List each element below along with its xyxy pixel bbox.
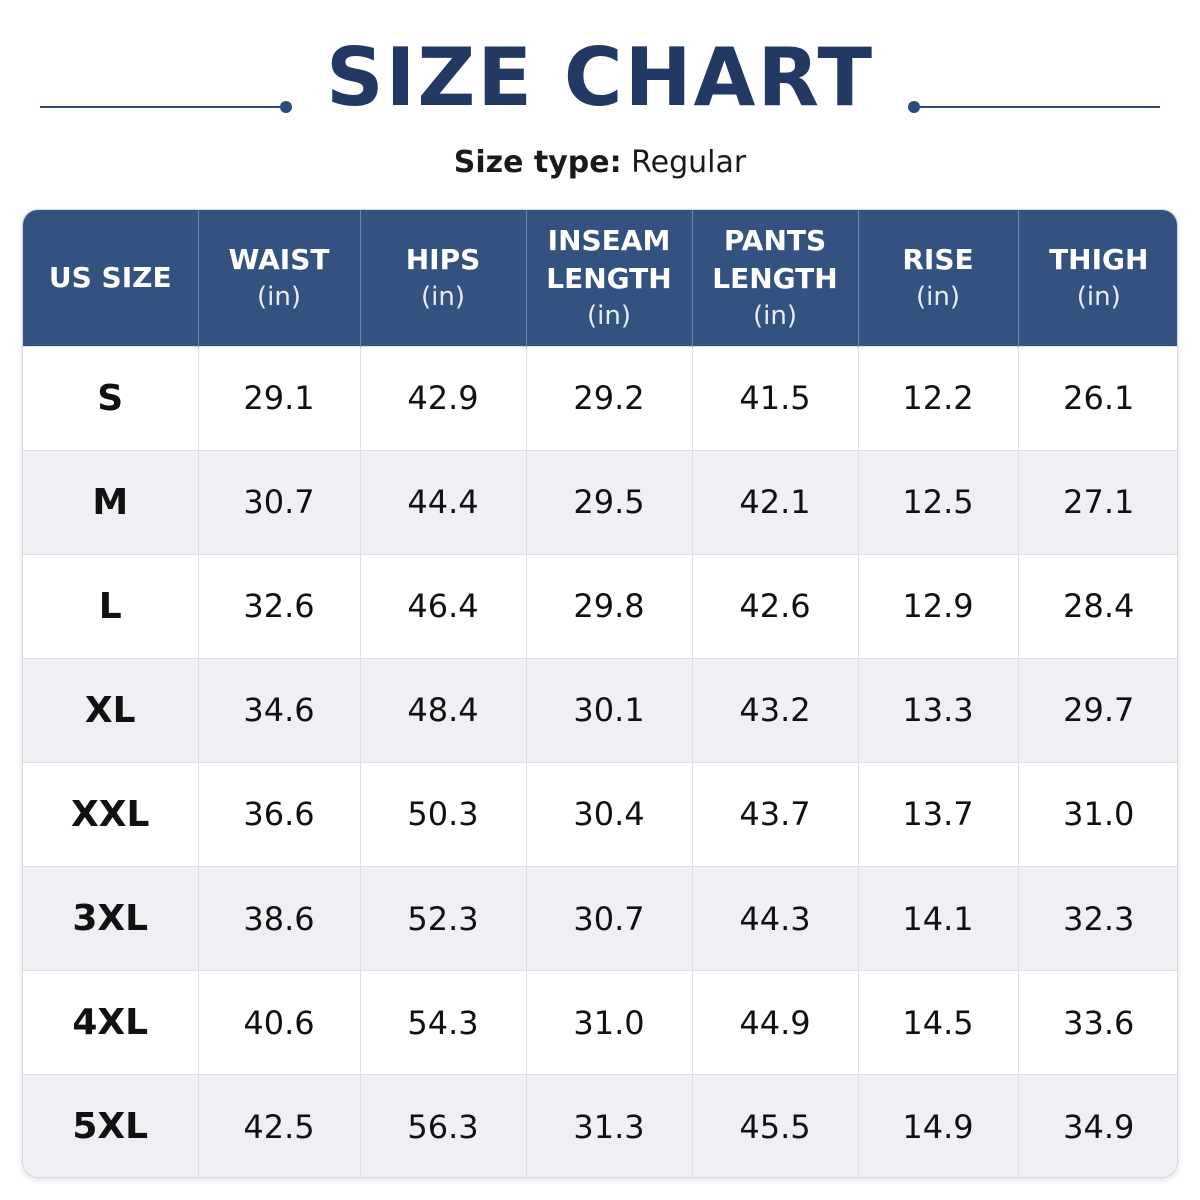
column-header-unit: (in)	[257, 281, 301, 312]
column-header: RISE (in)	[858, 210, 1019, 346]
measurement-cell: 32.6	[198, 553, 361, 659]
measurement-cell: 13.7	[858, 761, 1019, 867]
measurement-cell: 30.4	[526, 761, 693, 867]
size-table: US SIZE WAIST (in) HIPS (in) INSEAM LENGTH (in…	[23, 210, 1177, 1177]
measurement-cell: 56.3	[360, 1074, 527, 1177]
table-row: 3XL 38.6 52.3 30.7 44.3 14.1 32.3	[23, 865, 1177, 971]
table-row: L 32.6 46.4 29.8 42.6 12.9 28.4	[23, 553, 1177, 659]
size-label-cell: S	[23, 345, 199, 451]
measurement-cell: 12.2	[858, 345, 1019, 451]
measurement-cell: 14.1	[858, 865, 1019, 971]
column-header-label: US SIZE	[48, 260, 172, 294]
column-header-unit: (in)	[587, 300, 631, 331]
column-header-unit: (in)	[421, 281, 465, 312]
measurement-cell: 33.6	[1018, 970, 1177, 1075]
column-header: PANTS LENGTH (in)	[692, 210, 859, 346]
column-header-label: PANTS LENGTH	[712, 223, 838, 295]
measurement-cell: 29.5	[526, 449, 693, 555]
column-header-label: WAIST	[228, 242, 330, 276]
table-row: XXL 36.6 50.3 30.4 43.7 13.7 31.0	[23, 761, 1177, 867]
measurement-cell: 42.1	[692, 449, 859, 555]
measurement-cell: 42.6	[692, 553, 859, 659]
measurement-cell: 42.5	[198, 1074, 361, 1177]
size-label-cell: 3XL	[23, 865, 199, 971]
measurement-cell: 50.3	[360, 761, 527, 867]
table-header-row: US SIZE WAIST (in) HIPS (in) INSEAM LENGTH (in…	[23, 210, 1177, 346]
measurement-cell: 32.3	[1018, 865, 1177, 971]
column-header: INSEAM LENGTH (in)	[526, 210, 693, 346]
measurement-cell: 27.1	[1018, 449, 1177, 555]
measurement-cell: 29.7	[1018, 657, 1177, 763]
column-header: HIPS (in)	[360, 210, 527, 346]
column-header-label: RISE	[902, 242, 974, 276]
table-row: M 30.7 44.4 29.5 42.1 12.5 27.1	[23, 449, 1177, 555]
measurement-cell: 31.0	[526, 970, 693, 1075]
column-header-label: HIPS	[405, 242, 481, 276]
column-header: THIGH (in)	[1018, 210, 1177, 346]
table-body: S 29.1 42.9 29.2 41.5 12.2 26.1 M 30.7 44.4 29.5 42…	[23, 345, 1177, 1177]
measurement-cell: 31.0	[1018, 761, 1177, 867]
table-row: 4XL 40.6 54.3 31.0 44.9 14.5 33.6	[23, 970, 1177, 1075]
column-header-label: INSEAM LENGTH	[546, 223, 672, 295]
measurement-cell: 28.4	[1018, 553, 1177, 659]
size-type-label: Size type:	[453, 145, 622, 180]
measurement-cell: 44.3	[692, 865, 859, 971]
measurement-cell: 12.5	[858, 449, 1019, 555]
size-label-cell: 4XL	[23, 970, 199, 1075]
title-divider-left	[40, 106, 284, 108]
table-row: 5XL 42.5 56.3 31.3 45.5 14.9 34.9	[23, 1074, 1177, 1177]
measurement-cell: 30.7	[198, 449, 361, 555]
table-row: S 29.1 42.9 29.2 41.5 12.2 26.1	[23, 345, 1177, 451]
size-label-cell: XL	[23, 657, 199, 763]
measurement-cell: 31.3	[526, 1074, 693, 1177]
measurement-cell: 34.9	[1018, 1074, 1177, 1177]
measurement-cell: 14.5	[858, 970, 1019, 1075]
size-label-cell: 5XL	[23, 1074, 199, 1177]
column-header-unit: (in)	[753, 300, 797, 331]
title-row	[0, 30, 1200, 125]
column-header: WAIST (in)	[198, 210, 361, 346]
title-divider-right	[916, 106, 1160, 108]
measurement-cell: 13.3	[858, 657, 1019, 763]
measurement-cell: 40.6	[198, 970, 361, 1075]
title-divider-dot-left	[280, 101, 292, 113]
measurement-cell: 43.2	[692, 657, 859, 763]
size-label-cell: M	[23, 449, 199, 555]
size-type-line: Size type: Regular	[0, 143, 1200, 183]
size-label-cell: XXL	[23, 761, 199, 867]
measurement-cell: 12.9	[858, 553, 1019, 659]
measurement-cell: 54.3	[360, 970, 527, 1075]
measurement-cell: 44.4	[360, 449, 527, 555]
column-header-unit: (in)	[916, 281, 960, 312]
measurement-cell: 38.6	[198, 865, 361, 971]
title-divider-dot-right	[908, 101, 920, 113]
measurement-cell: 43.7	[692, 761, 859, 867]
measurement-cell: 29.1	[198, 345, 361, 451]
measurement-cell: 30.7	[526, 865, 693, 971]
column-header: US SIZE	[23, 210, 199, 346]
measurement-cell: 26.1	[1018, 345, 1177, 451]
size-label-cell: L	[23, 553, 199, 659]
column-header-unit: (in)	[1076, 281, 1121, 312]
measurement-cell: 41.5	[692, 345, 859, 451]
measurement-cell: 29.8	[526, 553, 693, 659]
page-title: SIZE CHART	[325, 31, 875, 124]
measurement-cell: 30.1	[526, 657, 693, 763]
measurement-cell: 44.9	[692, 970, 859, 1075]
measurement-cell: 14.9	[858, 1074, 1019, 1177]
measurement-cell: 46.4	[360, 553, 527, 659]
measurement-cell: 42.9	[360, 345, 527, 451]
column-header-label: THIGH	[1049, 242, 1149, 276]
measurement-cell: 29.2	[526, 345, 693, 451]
measurement-cell: 34.6	[198, 657, 361, 763]
size-type-value: Regular	[631, 145, 747, 180]
size-table-container: US SIZE WAIST (in) HIPS (in) INSEAM LENGTH (in…	[22, 209, 1178, 1178]
measurement-cell: 48.4	[360, 657, 527, 763]
table-row: XL 34.6 48.4 30.1 43.2 13.3 29.7	[23, 657, 1177, 763]
measurement-cell: 45.5	[692, 1074, 859, 1177]
measurement-cell: 36.6	[198, 761, 361, 867]
measurement-cell: 52.3	[360, 865, 527, 971]
